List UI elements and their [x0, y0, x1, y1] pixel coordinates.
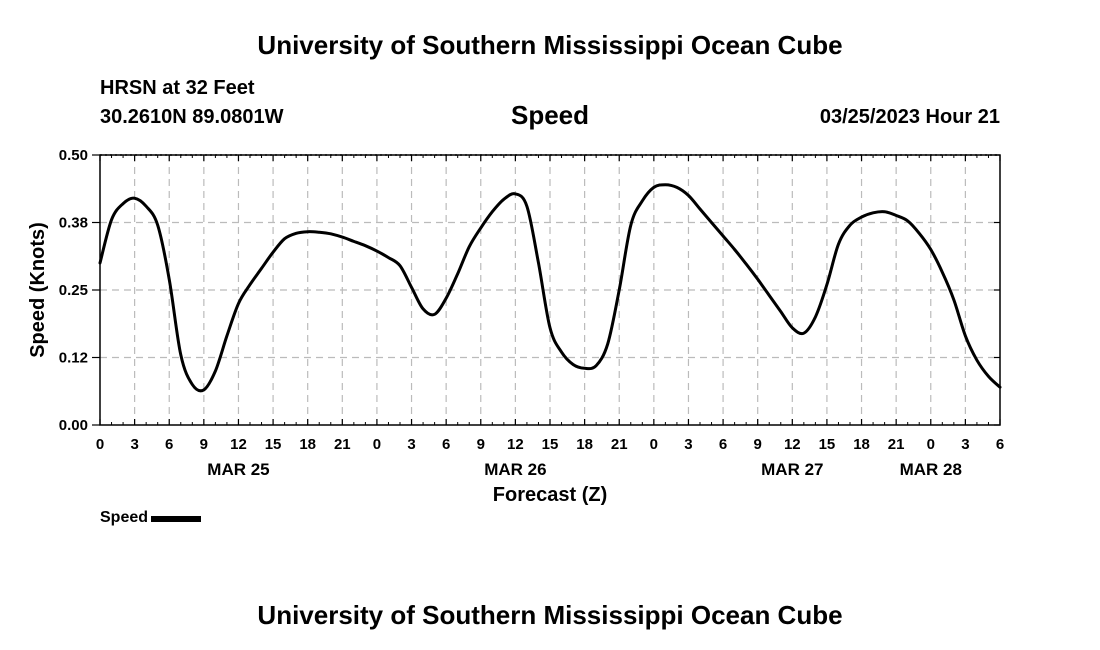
x-tick-label: 0 [927, 436, 935, 453]
legend-label: Speed [100, 509, 149, 526]
x-tick-label: 12 [230, 436, 247, 453]
speed-series-line [98, 183, 1002, 393]
x-tick-label: 15 [542, 436, 559, 453]
y-tick-label: 0.38 [59, 215, 88, 232]
x-tick-label: 6 [996, 436, 1004, 453]
axis-labels: 0 3 6 9 12 15 18 21 0 3 6 9 12 15 18 21 0 3 6 9 12 15 18 21 0 3 6 0… [59, 147, 1004, 479]
x-tick-label: 0 [650, 436, 658, 453]
x-axis-label: Forecast (Z) [493, 484, 607, 506]
y-tick-label: 0.00 [59, 417, 88, 434]
x-tick-label: 0 [373, 436, 381, 453]
date-label: MAR 25 [207, 460, 269, 479]
x-tick-label: 18 [299, 436, 316, 453]
x-tick-label: 6 [165, 436, 173, 453]
date-label: MAR 26 [484, 460, 546, 479]
x-tick-label: 6 [719, 436, 727, 453]
x-tick-label: 9 [477, 436, 485, 453]
y-tick-label: 0.50 [59, 147, 88, 164]
legend-swatch [151, 516, 202, 522]
date-label: MAR 27 [761, 460, 823, 479]
x-tick-label: 21 [888, 436, 905, 453]
legend: Speed [100, 509, 202, 527]
chart-title: Speed [510, 100, 590, 130]
footer-title: University of Southern Mississippi Ocean… [257, 600, 843, 630]
forecast-date-label: 03/25/2023 Hour 21 [819, 106, 1000, 128]
x-tick-label: 15 [265, 436, 282, 453]
x-tick-label: 3 [684, 436, 692, 453]
x-tick-label: 12 [507, 436, 524, 453]
y-axis-label: Speed (Knots) [27, 222, 49, 358]
x-tick-label: 21 [334, 436, 351, 453]
x-tick-label: 3 [961, 436, 969, 453]
x-tick-label: 9 [200, 436, 208, 453]
date-label: MAR 28 [900, 460, 962, 479]
station-label: HRSN at 32 Feet [100, 77, 255, 99]
x-tick-label: 21 [611, 436, 628, 453]
y-tick-label: 0.12 [59, 350, 88, 367]
x-tick-label: 9 [754, 436, 762, 453]
x-tick-label: 15 [819, 436, 836, 453]
grid-lines [100, 154, 1000, 425]
x-tick-label: 18 [853, 436, 870, 453]
plot-frame [99, 154, 1001, 426]
page-title: University of Southern Mississippi Ocean… [257, 30, 843, 60]
x-tick-label: 6 [442, 436, 450, 453]
x-tick-label: 18 [576, 436, 593, 453]
x-tick-label: 0 [96, 436, 104, 453]
y-tick-label: 0.25 [59, 282, 88, 299]
x-tick-label: 3 [130, 436, 138, 453]
x-tick-label: 12 [784, 436, 801, 453]
coordinates-label: 30.2610N 89.0801W [100, 106, 284, 128]
x-tick-label: 3 [407, 436, 415, 453]
